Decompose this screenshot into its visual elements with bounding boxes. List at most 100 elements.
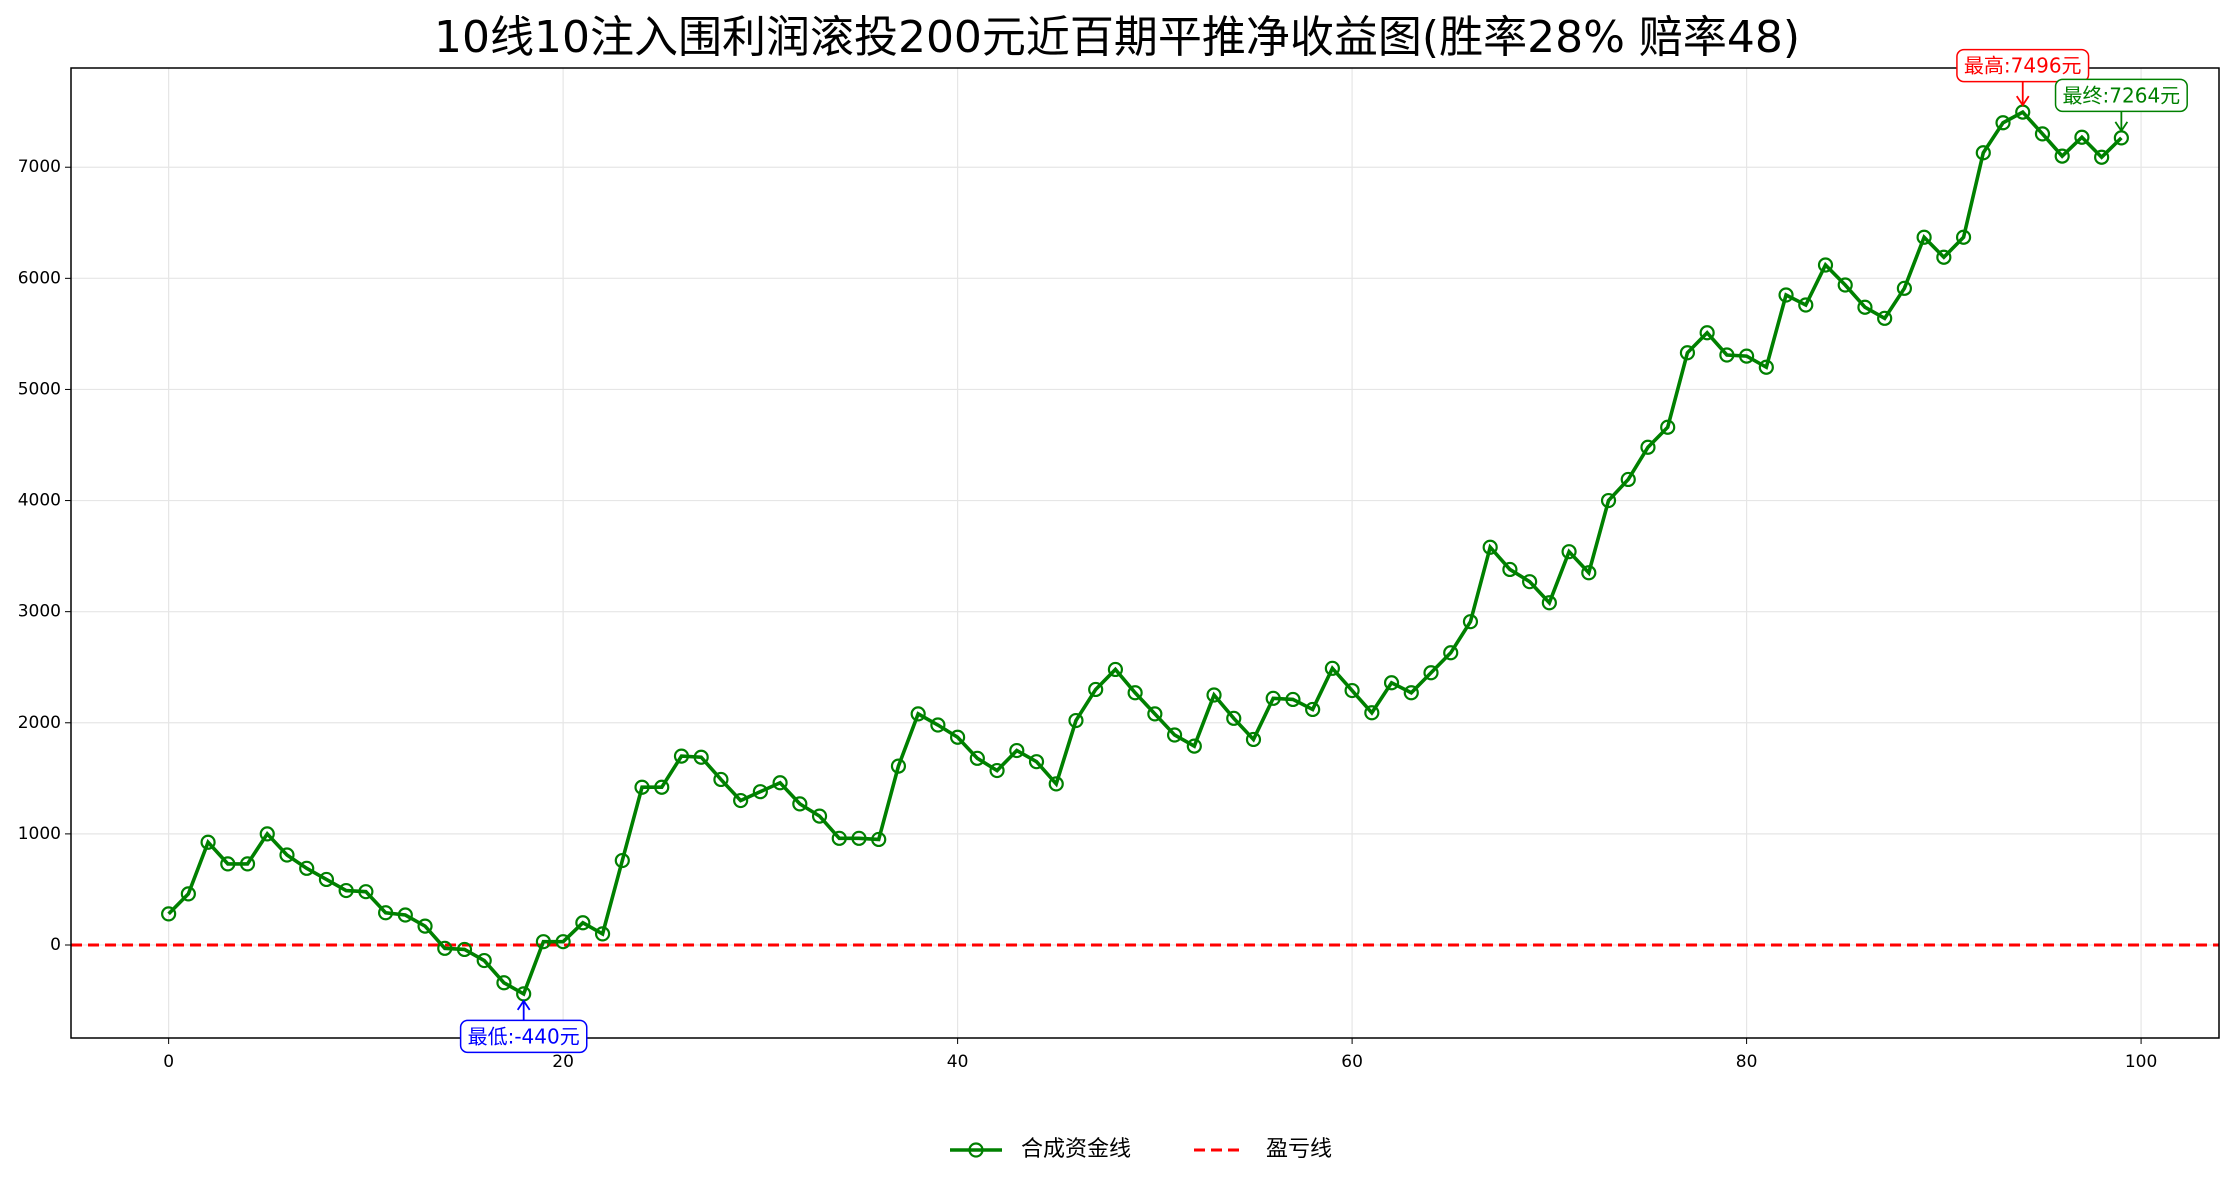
point-marker bbox=[259, 826, 275, 842]
point-marker bbox=[950, 729, 966, 745]
point-marker bbox=[417, 918, 433, 934]
point-marker bbox=[1166, 727, 1183, 743]
point-marker bbox=[1186, 738, 1202, 754]
point-marker bbox=[930, 717, 946, 733]
point-marker bbox=[161, 906, 177, 922]
y-tick-label: 4000 bbox=[18, 491, 61, 511]
point-marker bbox=[1028, 754, 1045, 770]
point-marker bbox=[338, 882, 354, 899]
annotation-text: 最高:7496元 bbox=[1964, 54, 2082, 78]
point-marker bbox=[811, 808, 828, 824]
point-marker bbox=[1955, 229, 1972, 245]
point-marker bbox=[1837, 277, 1853, 293]
point-marker bbox=[673, 748, 690, 764]
point-marker bbox=[2054, 148, 2070, 164]
y-tick-label: 6000 bbox=[18, 268, 61, 288]
point-marker bbox=[1699, 325, 1715, 341]
point-marker bbox=[733, 792, 749, 809]
point-marker bbox=[318, 871, 335, 888]
x-tick-label: 20 bbox=[552, 1052, 574, 1072]
annotation-text: 最终:7264元 bbox=[2063, 83, 2181, 107]
x-tick-label: 100 bbox=[2125, 1052, 2157, 1072]
y-tick-label: 0 bbox=[50, 935, 61, 955]
point-marker bbox=[969, 750, 985, 766]
point-marker bbox=[910, 706, 926, 722]
point-marker bbox=[693, 749, 709, 765]
point-marker bbox=[378, 905, 394, 921]
point-marker bbox=[1995, 115, 2011, 131]
point-marker bbox=[180, 886, 196, 902]
point-marker bbox=[1443, 645, 1459, 661]
point-marker bbox=[1127, 685, 1143, 701]
point-marker bbox=[1147, 706, 1163, 722]
y-tick-label: 1000 bbox=[18, 824, 61, 844]
point-marker bbox=[1462, 614, 1479, 630]
point-marker bbox=[1896, 280, 1912, 296]
point-marker bbox=[220, 856, 236, 872]
point-marker bbox=[890, 758, 907, 774]
point-marker bbox=[772, 775, 788, 791]
x-tick-label: 80 bbox=[1736, 1052, 1758, 1072]
point-marker bbox=[1561, 544, 1577, 560]
point-marker bbox=[1522, 574, 1538, 590]
point-marker bbox=[1305, 701, 1321, 718]
point-marker bbox=[1758, 359, 1774, 375]
point-marker bbox=[358, 884, 374, 900]
point-marker bbox=[1009, 742, 1025, 759]
point-marker bbox=[279, 847, 295, 863]
point-marker bbox=[752, 784, 768, 800]
point-marker bbox=[1640, 439, 1656, 455]
point-marker bbox=[1048, 776, 1064, 792]
point-marker bbox=[2094, 149, 2110, 165]
annotation-arrowhead bbox=[2114, 121, 2129, 133]
x-tick-label: 40 bbox=[947, 1052, 969, 1072]
point-marker bbox=[1936, 249, 1952, 265]
point-marker bbox=[871, 831, 887, 848]
legend-marker bbox=[968, 1142, 984, 1158]
point-marker bbox=[1679, 345, 1696, 361]
point-marker bbox=[496, 975, 512, 991]
point-marker bbox=[2034, 126, 2051, 142]
point-marker bbox=[831, 830, 847, 846]
y-tick-label: 5000 bbox=[18, 379, 61, 399]
point-marker bbox=[1916, 229, 1932, 245]
point-marker bbox=[989, 762, 1005, 779]
point-marker bbox=[1226, 710, 1242, 726]
point-marker bbox=[1660, 419, 1676, 435]
annotation: 最低:-440元 bbox=[459, 999, 588, 1054]
point-marker bbox=[555, 934, 571, 950]
point-marker bbox=[634, 779, 650, 795]
point-marker bbox=[1344, 682, 1360, 699]
point-marker bbox=[1403, 685, 1419, 701]
point-marker bbox=[2074, 129, 2090, 145]
x-tick-label: 0 bbox=[163, 1052, 174, 1072]
point-marker bbox=[1719, 347, 1735, 363]
point-marker bbox=[594, 926, 611, 942]
point-marker bbox=[1423, 665, 1439, 681]
annotation-arrowhead bbox=[2015, 95, 2030, 107]
point-marker bbox=[476, 952, 492, 969]
y-tick-label: 2000 bbox=[18, 713, 61, 733]
point-marker bbox=[1245, 731, 1262, 748]
point-marker bbox=[1265, 690, 1281, 706]
point-marker bbox=[614, 852, 630, 869]
point-marker bbox=[1324, 660, 1340, 676]
point-marker bbox=[1285, 691, 1301, 708]
point-marker bbox=[1798, 297, 1814, 313]
point-marker bbox=[239, 856, 256, 872]
point-marker bbox=[713, 771, 729, 788]
point-marker bbox=[1817, 257, 1834, 273]
point-marker bbox=[535, 934, 552, 950]
point-marker bbox=[1738, 348, 1755, 364]
point-marker bbox=[437, 940, 453, 956]
annotation: 最高:7496元 bbox=[1956, 48, 2090, 107]
point-marker bbox=[1482, 539, 1498, 555]
legend-label: 合成资金线 bbox=[1021, 1137, 1131, 1162]
point-marker bbox=[1857, 299, 1873, 315]
series-line bbox=[167, 109, 2123, 997]
legend-label: 盈亏线 bbox=[1266, 1137, 1332, 1162]
plot-frame bbox=[70, 67, 2220, 1039]
point-marker bbox=[1107, 661, 1124, 678]
point-marker bbox=[1581, 565, 1597, 581]
